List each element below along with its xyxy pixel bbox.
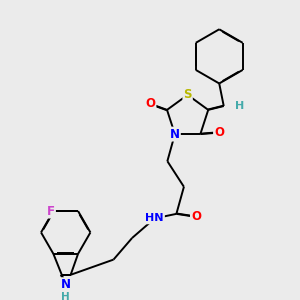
- Text: HN: HN: [146, 213, 164, 224]
- Text: F: F: [47, 205, 55, 218]
- Text: O: O: [146, 98, 155, 110]
- Text: N: N: [170, 128, 180, 141]
- Text: S: S: [183, 88, 192, 101]
- Text: H: H: [61, 292, 70, 300]
- Text: H: H: [235, 101, 244, 111]
- Text: N: N: [61, 278, 71, 291]
- Text: O: O: [214, 126, 224, 139]
- Text: O: O: [191, 210, 201, 224]
